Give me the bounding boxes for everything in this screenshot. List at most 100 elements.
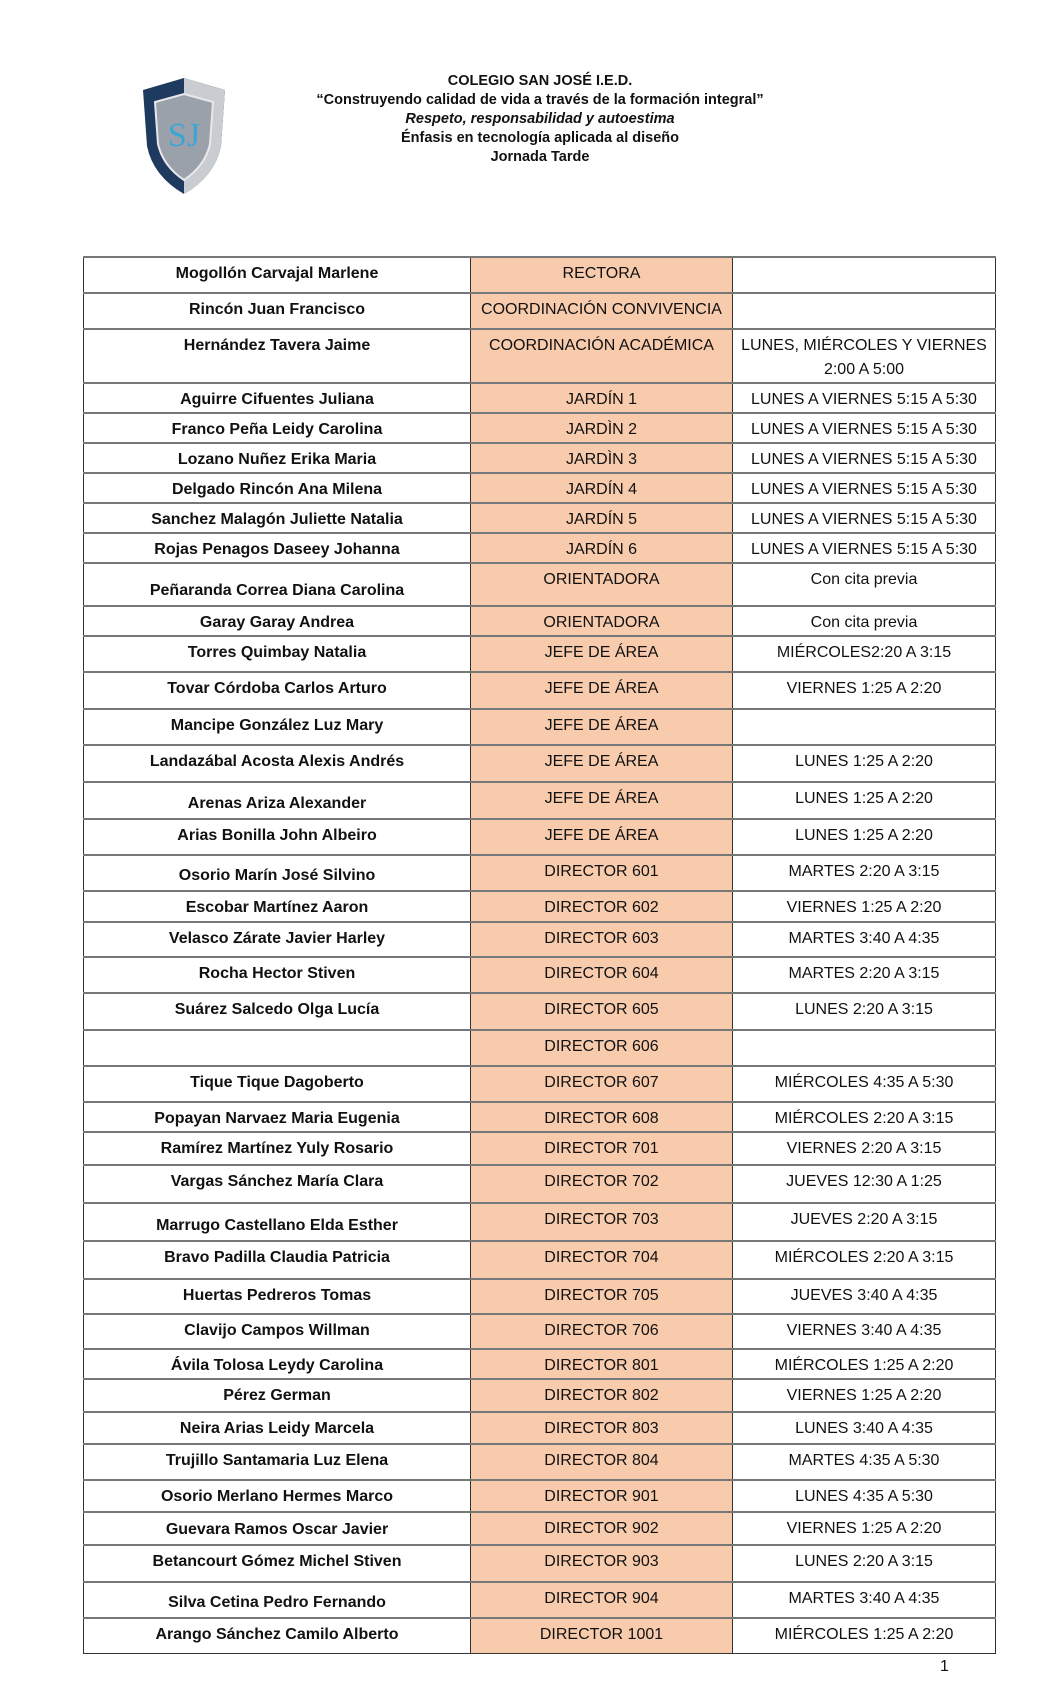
staff-name: Peñaranda Correa Diana Carolina [83, 562, 471, 607]
staff-role: DIRECTOR 801 [470, 1348, 733, 1380]
staff-role: JEFE DE ÁREA [470, 744, 733, 783]
table-row: Osorio Marín José Silvino DIRECTOR 601 MAR… [83, 854, 996, 892]
staff-name: Pérez German [83, 1378, 471, 1413]
table-row: DIRECTOR 606 [83, 1029, 996, 1067]
attention-schedule: MARTES 3:40 A 4:35 [732, 921, 996, 958]
table-row: Bravo Padilla Claudia Patricia DIRECTOR 7… [83, 1240, 996, 1280]
attention-schedule: VIERNES 1:25 A 2:20 [732, 671, 996, 710]
staff-role: DIRECTOR 605 [470, 992, 733, 1031]
staff-role: JARDÍN 1 [470, 382, 733, 414]
table-row: Arenas Ariza Alexander JEFE DE ÁREA LUNES … [83, 781, 996, 820]
staff-name: Osorio Marín José Silvino [83, 854, 471, 892]
staff-name: Osorio Merlano Hermes Marco [83, 1479, 471, 1513]
staff-name: Rojas Penagos Daseey Johanna [83, 532, 471, 564]
school-motto: “Construyendo calidad de vida a través d… [316, 92, 764, 108]
table-row: Trujillo Santamaria Luz Elena DIRECTOR 80… [83, 1443, 996, 1481]
staff-role: JARDÌN 2 [470, 412, 733, 444]
table-row: Arango Sánchez Camilo Alberto DIRECTOR 10… [83, 1617, 996, 1654]
table-row: Betancourt Gómez Michel Stiven DIRECTOR 9… [83, 1544, 996, 1583]
table-row: Rocha Hector Stiven DIRECTOR 604 MARTES 2:… [83, 956, 996, 994]
table-row: Hernández Tavera Jaime COORDINACIÓN ACADÉ… [83, 328, 996, 384]
attention-schedule: LUNES A VIERNES 5:15 A 5:30 [732, 442, 996, 474]
staff-name: Lozano Nuñez Erika Maria [83, 442, 471, 474]
staff-name: Rocha Hector Stiven [83, 956, 471, 994]
school-values: Respeto, responsabilidad y autoestima [405, 111, 675, 127]
table-row: Rojas Penagos Daseey Johanna JARDÍN 6 LUNE… [83, 532, 996, 564]
table-row: Velasco Zárate Javier Harley DIRECTOR 603… [83, 921, 996, 958]
staff-name: Torres Quimbay Natalia [83, 635, 471, 673]
attention-schedule: LUNES 4:35 A 5:30 [732, 1479, 996, 1513]
attention-schedule [732, 292, 996, 330]
staff-name: Velasco Zárate Javier Harley [83, 921, 471, 958]
attention-schedule: VIERNES 1:25 A 2:20 [732, 1511, 996, 1546]
table-row: Suárez Salcedo Olga Lucía DIRECTOR 605 LUN… [83, 992, 996, 1031]
staff-role: ORIENTADORA [470, 562, 733, 607]
staff-name: Popayan Narvaez Maria Eugenia [83, 1101, 471, 1133]
table-row: Huertas Pedreros Tomas DIRECTOR 705 JUEVES… [83, 1278, 996, 1315]
table-row: Marrugo Castellano Elda Esther DIRECTOR 7… [83, 1202, 996, 1242]
document-header: COLEGIO SAN JOSÉ I.E.D. “Construyendo ca… [260, 72, 820, 167]
staff-role: JEFE DE ÁREA [470, 781, 733, 820]
staff-name: Mancipe González Luz Mary [83, 708, 471, 746]
attention-schedule: LUNES A VIERNES 5:15 A 5:30 [732, 382, 996, 414]
staff-role: JARDÍN 6 [470, 532, 733, 564]
staff-role: JEFE DE ÁREA [470, 818, 733, 856]
attention-schedule: LUNES 1:25 A 2:20 [732, 818, 996, 856]
table-row: Ramírez Martínez Yuly Rosario DIRECTOR 70… [83, 1131, 996, 1166]
staff-name: Guevara Ramos Oscar Javier [83, 1511, 471, 1546]
table-row: Clavijo Campos Willman DIRECTOR 706 VIERNE… [83, 1313, 996, 1350]
attention-schedule [732, 1029, 996, 1067]
staff-role: DIRECTOR 608 [470, 1101, 733, 1133]
staff-role: DIRECTOR 904 [470, 1581, 733, 1619]
staff-name: Aguirre Cifuentes Juliana [83, 382, 471, 414]
attention-schedule: MARTES 2:20 A 3:15 [732, 854, 996, 892]
staff-name: Landazábal Acosta Alexis Andrés [83, 744, 471, 783]
staff-role: DIRECTOR 603 [470, 921, 733, 958]
staff-name: Vargas Sánchez María Clara [83, 1164, 471, 1204]
table-row: Ávila Tolosa Leydy Carolina DIRECTOR 801 M… [83, 1348, 996, 1380]
attention-schedule: Con cita previa [732, 605, 996, 637]
table-row: Tique Tique Dagoberto DIRECTOR 607 MIÉRCOL… [83, 1065, 996, 1103]
attention-schedule: MARTES 4:35 A 5:30 [732, 1443, 996, 1481]
table-row: Osorio Merlano Hermes Marco DIRECTOR 901 L… [83, 1479, 996, 1513]
attention-schedule: VIERNES 3:40 A 4:35 [732, 1313, 996, 1350]
table-row: Pérez German DIRECTOR 802 VIERNES 1:25 A 2… [83, 1378, 996, 1413]
staff-role: COORDINACIÓN ACADÉMICA [470, 328, 733, 384]
staff-name: Sanchez Malagón Juliette Natalia [83, 502, 471, 534]
attention-schedule: VIERNES 2:20 A 3:15 [732, 1131, 996, 1166]
staff-name: Silva Cetina Pedro Fernando [83, 1581, 471, 1619]
staff-name: Garay Garay Andrea [83, 605, 471, 637]
attention-schedule: VIERNES 1:25 A 2:20 [732, 890, 996, 923]
attention-schedule: JUEVES 2:20 A 3:15 [732, 1202, 996, 1242]
table-row: Vargas Sánchez María Clara DIRECTOR 702 JU… [83, 1164, 996, 1204]
table-row: Peñaranda Correa Diana Carolina ORIENTADO… [83, 562, 996, 607]
staff-name: Arango Sánchez Camilo Alberto [83, 1617, 471, 1654]
staff-name: Huertas Pedreros Tomas [83, 1278, 471, 1315]
staff-name: Escobar Martínez Aaron [83, 890, 471, 923]
staff-role: DIRECTOR 705 [470, 1278, 733, 1315]
attention-schedule: MIÉRCOLES 2:20 A 3:15 [732, 1240, 996, 1280]
table-row: Garay Garay Andrea ORIENTADORA Con cita pr… [83, 605, 996, 637]
table-row: Rincón Juan Francisco COORDINACIÓN CONVIV… [83, 292, 996, 330]
attention-schedule: MIÉRCOLES 1:25 A 2:20 [732, 1617, 996, 1654]
attention-schedule: LUNES, MIÉRCOLES Y VIERNES 2:00 A 5:00 [732, 328, 996, 384]
attention-schedule [732, 256, 996, 294]
school-emphasis: Énfasis en tecnología aplicada al diseño [401, 130, 679, 146]
attention-schedule: LUNES 1:25 A 2:20 [732, 781, 996, 820]
staff-schedule-table: Mogollón Carvajal Marlene RECTORA Rincón J… [83, 256, 996, 1654]
staff-name: Tique Tique Dagoberto [83, 1065, 471, 1103]
staff-role: DIRECTOR 903 [470, 1544, 733, 1583]
staff-name [83, 1029, 471, 1067]
staff-role: DIRECTOR 602 [470, 890, 733, 923]
staff-role: DIRECTOR 604 [470, 956, 733, 994]
staff-role: DIRECTOR 703 [470, 1202, 733, 1242]
staff-role: DIRECTOR 704 [470, 1240, 733, 1280]
attention-schedule: MIÉRCOLES 2:20 A 3:15 [732, 1101, 996, 1133]
attention-schedule: MIÉRCOLES2:20 A 3:15 [732, 635, 996, 673]
attention-schedule: MIÉRCOLES 1:25 A 2:20 [732, 1348, 996, 1380]
staff-role: DIRECTOR 606 [470, 1029, 733, 1067]
staff-name: Rincón Juan Francisco [83, 292, 471, 330]
attention-schedule: LUNES A VIERNES 5:15 A 5:30 [732, 472, 996, 504]
staff-role: COORDINACIÓN CONVIVENCIA [470, 292, 733, 330]
page-number: 1 [940, 1658, 949, 1675]
